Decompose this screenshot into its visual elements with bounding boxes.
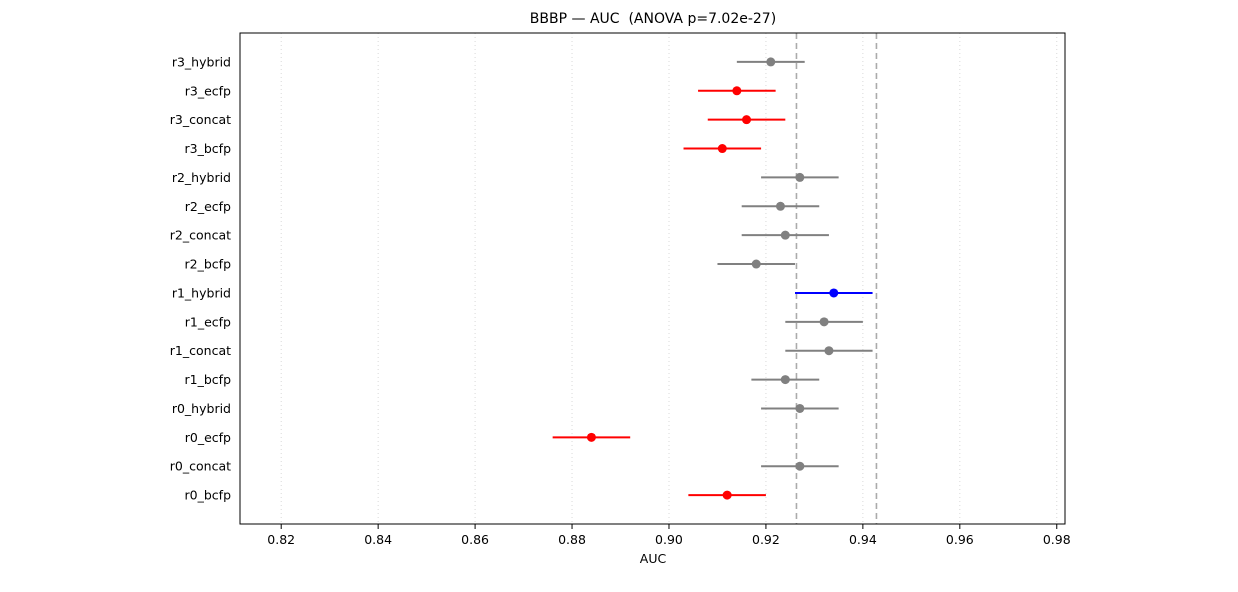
data-point: [766, 57, 776, 67]
data-point: [780, 230, 790, 240]
y-category-label: r1_concat: [170, 343, 231, 358]
data-point: [780, 375, 790, 385]
y-category-label: r2_hybrid: [172, 170, 231, 185]
y-category-label: r0_hybrid: [172, 401, 231, 416]
y-category-label: r2_bcfp: [185, 257, 232, 272]
y-category-label: r2_concat: [170, 228, 231, 243]
y-category-label: r3_concat: [170, 112, 231, 127]
x-tick-label: 0.94: [849, 532, 877, 547]
x-tick-label: 0.84: [364, 532, 392, 547]
data-point: [829, 288, 839, 298]
y-category-label: r2_ecfp: [185, 199, 231, 214]
data-point: [795, 461, 805, 471]
data-point: [586, 432, 596, 442]
data-point: [717, 144, 727, 154]
y-category-label: r1_bcfp: [185, 372, 232, 387]
y-category-label: r3_bcfp: [185, 141, 232, 156]
data-point: [732, 86, 742, 96]
data-point: [819, 317, 829, 327]
data-point: [795, 172, 805, 182]
x-tick-label: 0.96: [946, 532, 974, 547]
data-point: [795, 403, 805, 413]
y-category-label: r1_ecfp: [185, 314, 231, 329]
plot-frame: [239, 32, 1066, 525]
x-axis-title: AUC: [639, 551, 667, 566]
data-point: [722, 490, 732, 500]
y-category-label: r0_bcfp: [185, 488, 232, 503]
data-point: [751, 259, 761, 269]
x-tick-label: 0.98: [1043, 532, 1071, 547]
y-category-label: r0_concat: [170, 459, 231, 474]
chart-title: BBBP — AUC (ANOVA p=7.02e-27): [529, 11, 777, 27]
x-tick-label: 0.86: [461, 532, 489, 547]
y-category-label: r1_hybrid: [172, 285, 231, 300]
data-point: [742, 115, 752, 125]
x-tick-label: 0.92: [752, 532, 780, 547]
data-point: [775, 201, 785, 211]
x-tick-label: 0.88: [558, 532, 586, 547]
y-category-label: r3_hybrid: [172, 54, 231, 69]
x-tick-label: 0.82: [267, 532, 295, 547]
y-category-label: r3_ecfp: [185, 83, 231, 98]
y-category-label: r0_ecfp: [185, 430, 231, 445]
x-tick-label: 0.90: [655, 532, 683, 547]
data-point: [824, 346, 834, 356]
